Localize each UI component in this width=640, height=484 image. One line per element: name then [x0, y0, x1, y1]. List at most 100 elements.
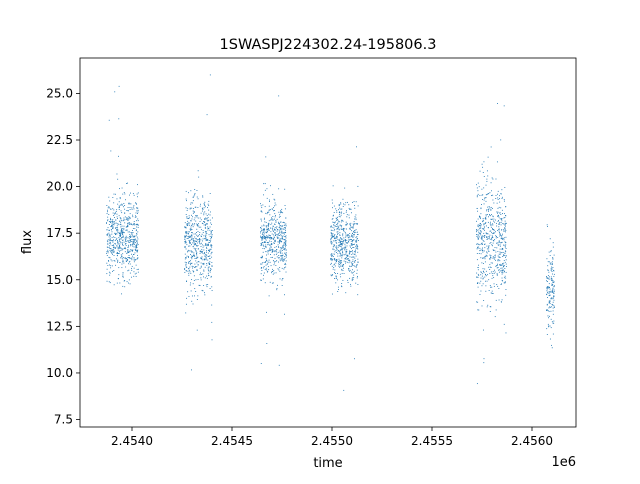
- data-point: [489, 284, 491, 286]
- data-point: [481, 163, 483, 165]
- data-point: [549, 255, 551, 256]
- data-point: [492, 224, 494, 226]
- data-point: [494, 257, 496, 259]
- data-point: [274, 213, 276, 215]
- data-point: [129, 216, 131, 218]
- data-point: [117, 223, 119, 225]
- data-point: [135, 249, 136, 251]
- data-point: [136, 241, 138, 243]
- data-point: [553, 320, 555, 322]
- data-point: [201, 251, 202, 253]
- data-point: [200, 203, 201, 205]
- data-point: [269, 249, 271, 251]
- data-point: [189, 242, 191, 243]
- data-point: [209, 255, 211, 257]
- data-point: [211, 245, 213, 246]
- data-point: [499, 242, 501, 244]
- data-point: [338, 258, 340, 260]
- data-point: [120, 210, 122, 212]
- data-point: [128, 279, 130, 281]
- data-point: [126, 281, 128, 283]
- y-tick-label: 25.0: [46, 86, 73, 100]
- data-point: [116, 228, 118, 230]
- data-point: [122, 237, 124, 238]
- data-point: [346, 249, 348, 251]
- data-point: [357, 233, 359, 235]
- data-point: [198, 261, 200, 263]
- data-point: [341, 246, 342, 248]
- data-point: [352, 223, 354, 225]
- data-point: [342, 265, 344, 267]
- data-point: [121, 258, 123, 260]
- data-point: [484, 268, 486, 270]
- data-point: [271, 218, 273, 220]
- data-point: [127, 251, 129, 253]
- data-point: [122, 235, 124, 237]
- data-point: [107, 227, 109, 229]
- data-point: [185, 232, 187, 234]
- data-point: [185, 266, 187, 268]
- data-point: [497, 212, 498, 214]
- data-point: [551, 284, 553, 286]
- data-point: [269, 236, 271, 238]
- data-point: [106, 229, 108, 231]
- data-point: [211, 256, 213, 258]
- data-point: [339, 250, 341, 252]
- data-point: [552, 280, 554, 282]
- data-point: [261, 242, 263, 243]
- data-point: [118, 205, 120, 207]
- data-point: [552, 287, 554, 289]
- data-point: [137, 224, 139, 226]
- data-point: [115, 239, 117, 240]
- data-point: [109, 217, 111, 219]
- data-point: [342, 198, 344, 200]
- data-point: [505, 294, 507, 296]
- data-point: [130, 249, 132, 250]
- data-point: [280, 221, 282, 223]
- data-point: [267, 244, 269, 246]
- data-point: [269, 214, 271, 216]
- data-point: [267, 223, 269, 225]
- data-point: [346, 242, 348, 243]
- data-point: [340, 253, 342, 255]
- data-point: [479, 294, 481, 296]
- data-point: [504, 222, 506, 224]
- data-point: [352, 244, 354, 245]
- data-point: [546, 309, 548, 311]
- data-point: [197, 235, 199, 237]
- data-point: [356, 223, 358, 225]
- data-point: [352, 262, 354, 264]
- data-point: [194, 194, 196, 196]
- data-point: [209, 264, 211, 266]
- data-point: [194, 236, 196, 238]
- data-point: [267, 270, 269, 272]
- data-point: [121, 212, 123, 214]
- data-point: [356, 244, 358, 246]
- data-point: [482, 247, 483, 249]
- data-point: [129, 272, 131, 274]
- data-point: [272, 230, 274, 232]
- data-point: [504, 241, 506, 243]
- data-point: [502, 238, 504, 240]
- data-point: [206, 286, 208, 288]
- data-point: [504, 213, 505, 215]
- data-point: [492, 236, 493, 238]
- data-point: [285, 225, 287, 227]
- data-point: [331, 293, 333, 295]
- data-point: [482, 283, 484, 285]
- data-point: [107, 265, 109, 266]
- data-point: [185, 236, 186, 238]
- data-point: [205, 232, 207, 234]
- data-point: [279, 270, 281, 272]
- data-point: [351, 264, 353, 266]
- data-point: [284, 222, 286, 224]
- data-point: [265, 212, 267, 214]
- data-point: [279, 240, 280, 242]
- data-point: [340, 237, 342, 239]
- data-point: [195, 243, 196, 244]
- data-point: [342, 279, 344, 281]
- data-point: [476, 220, 477, 222]
- data-point: [136, 250, 138, 251]
- data-point: [336, 275, 338, 277]
